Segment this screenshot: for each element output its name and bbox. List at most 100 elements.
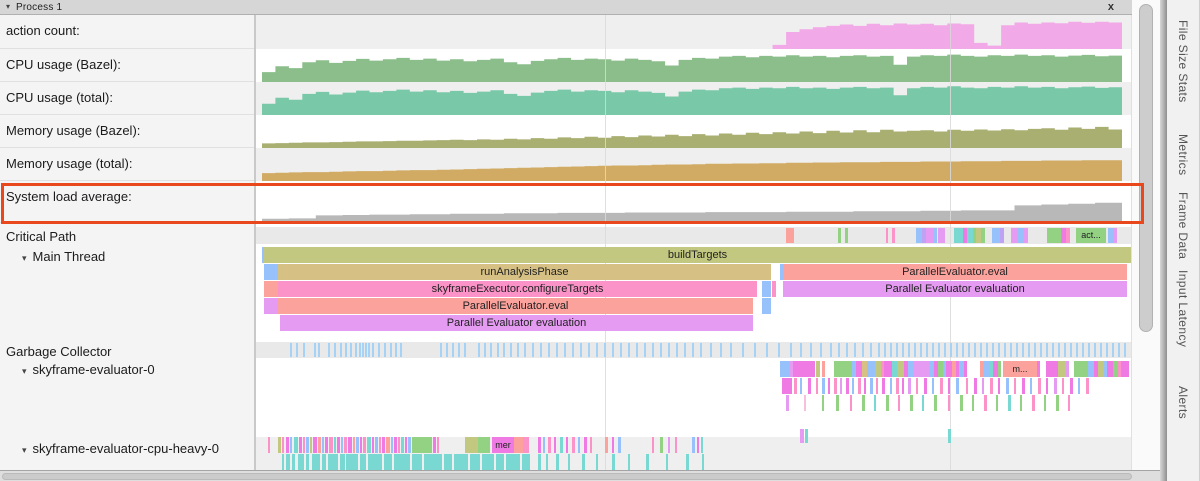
- gc-tick[interactable]: [395, 343, 397, 357]
- gc-tick[interactable]: [1064, 343, 1066, 357]
- evaluator0-slice[interactable]: [1113, 361, 1118, 377]
- evaluator0-slice[interactable]: [896, 378, 899, 394]
- evaluator0-slice[interactable]: [938, 361, 943, 377]
- evaluator0-slice[interactable]: [1014, 378, 1016, 394]
- cpu-heavy-slice[interactable]: [337, 437, 340, 453]
- gc-tick[interactable]: [1052, 343, 1054, 357]
- gc-tick[interactable]: [742, 343, 744, 357]
- critical-path-slice[interactable]: [954, 228, 963, 243]
- gc-tick[interactable]: [660, 343, 662, 357]
- cpu-heavy-slice[interactable]: [478, 437, 490, 453]
- tab-file-size-stats[interactable]: File Size Stats: [1176, 20, 1190, 103]
- evaluator0-slice[interactable]: [1098, 361, 1104, 377]
- tab-metrics[interactable]: Metrics: [1176, 134, 1190, 176]
- cpu-heavy-slice[interactable]: [412, 437, 432, 453]
- evaluator0-slice[interactable]: [1037, 361, 1040, 377]
- cpu-heavy-slice[interactable]: [334, 437, 336, 453]
- evaluator0-slice[interactable]: [881, 361, 884, 377]
- evaluator0-slice[interactable]: [886, 395, 889, 411]
- gc-tick[interactable]: [372, 343, 374, 357]
- critical-path-slice[interactable]: [922, 228, 926, 243]
- evaluator0-slice[interactable]: [884, 361, 892, 377]
- evaluator0-slice[interactable]: [822, 395, 824, 411]
- gc-tick[interactable]: [1106, 343, 1108, 357]
- critical-path-slice[interactable]: [1066, 228, 1070, 243]
- critical-path-slice[interactable]: [916, 228, 922, 243]
- evaluator0-slice[interactable]: [1121, 361, 1129, 377]
- gc-tick[interactable]: [820, 343, 822, 357]
- cpu-heavy-slice[interactable]: [543, 437, 545, 453]
- gc-tick[interactable]: [932, 343, 934, 357]
- evaluator0-slice[interactable]: [1046, 378, 1048, 394]
- cpu-heavy-slice[interactable]: [538, 437, 541, 453]
- cpu-heavy-slice[interactable]: [572, 437, 575, 453]
- gc-tick[interactable]: [517, 343, 519, 357]
- cpu-heavy-slice[interactable]: [360, 454, 366, 470]
- gc-tick[interactable]: [902, 343, 904, 357]
- gc-tick[interactable]: [490, 343, 492, 357]
- cpu-heavy-slice[interactable]: [360, 437, 362, 453]
- gc-tick[interactable]: [328, 343, 330, 357]
- process-header[interactable]: ▾ Process 1 x: [0, 0, 1132, 15]
- evaluator0-slice[interactable]: [793, 361, 815, 377]
- gc-tick[interactable]: [938, 343, 940, 357]
- cpu-heavy-slice[interactable]: [344, 437, 347, 453]
- evaluator0-slice[interactable]: [782, 378, 792, 394]
- main-thread-span[interactable]: [772, 281, 776, 297]
- cpu-heavy-slice[interactable]: [368, 454, 382, 470]
- critical-path-slice[interactable]: [963, 228, 967, 243]
- cpu-heavy-slice[interactable]: [268, 437, 270, 453]
- critical-path-slice[interactable]: [1000, 228, 1004, 243]
- evaluator0-slice[interactable]: [952, 361, 956, 377]
- gc-tick[interactable]: [1112, 343, 1114, 357]
- gc-tick[interactable]: [1088, 343, 1090, 357]
- gc-tick[interactable]: [926, 343, 928, 357]
- evaluator0-slice[interactable]: [1118, 361, 1121, 377]
- horizontal-scrollbar[interactable]: [0, 470, 1160, 481]
- gc-tick[interactable]: [588, 343, 590, 357]
- main-thread-span[interactable]: [264, 281, 278, 297]
- gc-tick[interactable]: [1016, 343, 1018, 357]
- cpu-heavy-slice[interactable]: [506, 454, 520, 470]
- cpu-heavy-slice[interactable]: [514, 437, 523, 453]
- tab-alerts[interactable]: Alerts: [1176, 386, 1190, 420]
- evaluator0-slice[interactable]: [1104, 361, 1107, 377]
- cpu-heavy-slice[interactable]: [646, 454, 649, 470]
- evaluator0-slice[interactable]: [1006, 378, 1009, 394]
- evaluator0-slice[interactable]: [834, 378, 837, 394]
- cpu-heavy-slice[interactable]: [522, 454, 530, 470]
- critical-path-slice[interactable]: [1047, 228, 1061, 243]
- gc-tick[interactable]: [1082, 343, 1084, 357]
- cpu-heavy-slice[interactable]: [523, 437, 529, 453]
- gc-tick[interactable]: [478, 343, 480, 357]
- evaluator0-slice[interactable]: [984, 395, 987, 411]
- evaluator0-slice[interactable]: [998, 361, 1001, 377]
- gc-tick[interactable]: [1124, 343, 1126, 357]
- evaluator0-slice[interactable]: [867, 361, 875, 377]
- gc-tick[interactable]: [484, 343, 486, 357]
- cpu-heavy-slice[interactable]: [286, 437, 289, 453]
- cpu-heavy-slice[interactable]: [596, 454, 598, 470]
- cpu-heavy-slice[interactable]: [437, 437, 439, 453]
- gc-tick[interactable]: [790, 343, 792, 357]
- cpu-heavy-slice[interactable]: mer: [492, 437, 514, 453]
- critical-path-slice[interactable]: [926, 228, 933, 243]
- critical-path-slice[interactable]: [845, 228, 848, 243]
- cpu-heavy-slice[interactable]: [686, 454, 689, 470]
- evaluator0-slice[interactable]: [960, 395, 963, 411]
- gc-tick[interactable]: [668, 343, 670, 357]
- evaluator0-slice[interactable]: [852, 361, 856, 377]
- main-thread-span[interactable]: [780, 264, 783, 280]
- gc-tick[interactable]: [754, 343, 756, 357]
- gc-tick[interactable]: [355, 343, 357, 357]
- cpu-heavy-slice[interactable]: [341, 437, 343, 453]
- gc-tick[interactable]: [1034, 343, 1036, 357]
- cpu-heavy-slice[interactable]: [590, 437, 592, 453]
- evaluator0-slice[interactable]: [794, 378, 797, 394]
- gc-tick[interactable]: [700, 343, 702, 357]
- cpu-heavy-slice[interactable]: [292, 454, 295, 470]
- gc-tick[interactable]: [878, 343, 880, 357]
- gc-tick[interactable]: [1004, 343, 1006, 357]
- cpu-heavy-slice[interactable]: [566, 437, 568, 453]
- evaluator0-slice[interactable]: [982, 378, 984, 394]
